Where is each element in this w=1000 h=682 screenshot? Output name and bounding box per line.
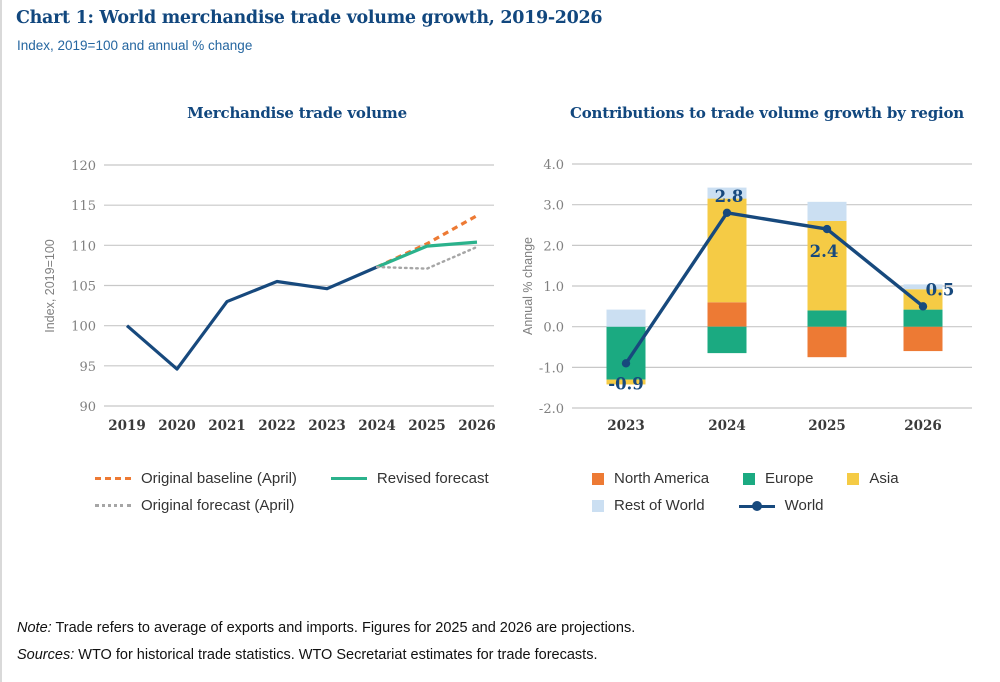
footnotes: Note: Trade refers to average of exports… (17, 615, 957, 669)
data-label: -0.9 (608, 374, 644, 393)
y-tick-label: 95 (79, 360, 96, 375)
y-tick-label: 2.0 (543, 239, 564, 254)
legend-label: Original forecast (April) (141, 497, 295, 514)
x-tick-label: 2020 (158, 418, 196, 434)
legend-row: Original baseline (April) Revised forecas… (95, 470, 505, 487)
x-tick-label: 2023 (308, 418, 346, 434)
series-line-original-forecast-april- (375, 245, 479, 270)
world-marker (822, 224, 832, 234)
x-tick-label: 2021 (208, 418, 246, 434)
x-tick-label: 2019 (108, 418, 146, 434)
x-tick-label: 2024 (358, 418, 396, 434)
y-axis-title: Index, 2019=100 (43, 239, 57, 333)
series-line-original-baseline-april- (376, 214, 478, 269)
bar-segment-north-america (903, 326, 943, 352)
legend-item-asia: Asia (847, 470, 899, 487)
bar-segment-north-america (807, 326, 847, 358)
legend-row: Original forecast (April) (95, 497, 505, 514)
figure-subtitle: Index, 2019=100 and annual % change (17, 38, 253, 53)
sources-line: Sources: WTO for historical trade statis… (17, 642, 957, 669)
legend-item-north-america: North America (592, 470, 709, 487)
y-tick-label: 90 (79, 400, 96, 415)
note-text: Trade refers to average of exports and i… (51, 620, 636, 636)
y-tick-label: -1.0 (539, 361, 564, 376)
sources-text: WTO for historical trade statistics. WTO… (74, 647, 598, 663)
bar-segment-rest-of-world (707, 187, 747, 199)
legend-item-revised-forecast: Revised forecast (330, 470, 489, 487)
legend-item-europe: Europe (743, 470, 813, 487)
y-tick-label: 120 (71, 159, 96, 174)
world-marker (621, 359, 631, 368)
x-tick-label: 2025 (408, 418, 446, 434)
legend-label: Revised forecast (376, 470, 489, 487)
left-chart-legend: Original baseline (April) Revised forecas… (95, 470, 505, 514)
legend-swatch-square (592, 472, 604, 485)
y-tick-label: 4.0 (543, 158, 564, 173)
x-tick-label: 2023 (607, 418, 645, 434)
world-marker (918, 302, 928, 311)
bar-segment-europe (707, 326, 747, 354)
note-label: Note: (17, 620, 52, 636)
legend-label: Europe (765, 470, 814, 487)
legend-item-rest-of-world: Rest of World (592, 497, 705, 514)
y-tick-label: 115 (71, 199, 96, 214)
data-label: 2.4 (810, 242, 839, 261)
world-line (624, 211, 925, 365)
x-tick-label: 2022 (258, 418, 296, 434)
legend-swatch-square (847, 472, 860, 485)
y-tick-label: -2.0 (539, 402, 564, 417)
legend-item-original-baseline-april-: Original baseline (April) (95, 470, 297, 487)
series-line-historical (125, 265, 378, 371)
y-tick-label: 110 (71, 239, 96, 254)
y-tick-label: 1.0 (543, 280, 564, 295)
contributions-by-region-chart: 4.0 3.0 2.0 1.0 0.0 -1.0 -2.0 2023 2024 2025 2026 A… (521, 158, 972, 434)
left-panel-title: Merchandise trade volume (187, 104, 407, 122)
bar-segment-rest-of-world (807, 201, 847, 221)
right-panel-title: Contributions to trade volume growth by … (569, 104, 965, 122)
y-axis-title: Annual % change (521, 237, 535, 335)
bar-segment-rest-of-world (903, 284, 943, 290)
legend-swatch-line (330, 477, 367, 480)
legend-label: World (784, 497, 824, 514)
legend-swatch-square (743, 472, 756, 485)
bar-segment-asia (807, 220, 847, 311)
x-tick-label: 2024 (708, 418, 746, 434)
data-label: 0.5 (926, 280, 955, 299)
y-tick-label: 0.0 (543, 321, 564, 336)
legend-row: Rest of World World (592, 497, 992, 514)
right-chart-legend: North America Europe Asia Rest of World Worl… (592, 470, 992, 514)
data-label: 2.8 (715, 187, 744, 206)
note-line: Note: Trade refers to average of exports… (17, 615, 957, 642)
bar-segment-europe (903, 309, 943, 327)
x-tick-label: 2026 (904, 418, 942, 434)
world-marker (722, 208, 732, 218)
legend-swatch-line (95, 504, 131, 507)
legend-swatch-line (95, 477, 131, 480)
legend-label: Asia (869, 470, 899, 487)
y-tick-label: 100 (71, 320, 96, 335)
sources-label: Sources: (17, 647, 75, 663)
legend-item-world: World (738, 497, 824, 514)
x-tick-label: 2025 (808, 418, 846, 434)
legend-swatch-world-line (738, 500, 775, 512)
y-tick-label: 3.0 (543, 199, 564, 214)
legend-label: Original baseline (April) (141, 470, 297, 487)
legend-swatch-square (592, 499, 604, 512)
x-tick-label: 2026 (458, 418, 496, 434)
figure-title: Chart 1: World merchandise trade volume … (16, 8, 603, 28)
series-line-revised-forecast (376, 240, 478, 269)
bar-segment-europe (606, 326, 646, 380)
legend-label: Rest of World (614, 497, 705, 514)
bar-segment-asia (903, 289, 943, 310)
legend-label: North America (614, 470, 710, 487)
merchandise-trade-volume-chart: 120 115 110 105 100 95 90 2019 2020 2021 2022 2023 2… (43, 159, 496, 434)
y-tick-label: 105 (71, 280, 96, 295)
bar-segment-north-america (707, 302, 747, 327)
legend-row: North America Europe Asia (592, 470, 992, 487)
bar-segment-europe (807, 310, 847, 327)
bar-segment-asia (606, 379, 646, 385)
legend-item-original-forecast-april-: Original forecast (April) (95, 497, 294, 514)
bar-segment-rest-of-world (606, 309, 646, 327)
